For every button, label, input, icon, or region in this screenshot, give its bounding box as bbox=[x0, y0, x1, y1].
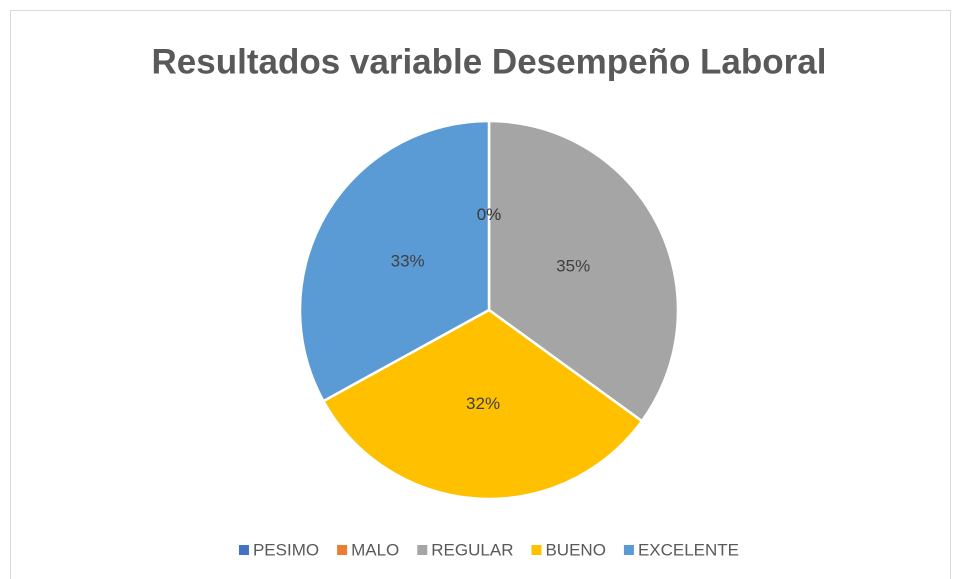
legend-swatch bbox=[623, 545, 634, 555]
legend-swatch bbox=[337, 545, 348, 555]
data-label: 0% bbox=[477, 205, 502, 224]
legend-label: EXCELENTE bbox=[638, 540, 739, 559]
data-label: 35% bbox=[556, 257, 590, 276]
legend-swatch bbox=[531, 545, 542, 555]
data-label: 0% bbox=[477, 205, 502, 224]
pie-slice bbox=[298, 119, 491, 403]
legend-label: MALO bbox=[351, 540, 399, 559]
legend-label: REGULAR bbox=[431, 540, 513, 559]
data-label: 33% bbox=[391, 251, 425, 270]
legend-swatch bbox=[238, 545, 249, 555]
chart-title: Resultados variable Desempeño Laboral bbox=[152, 42, 827, 81]
pie-slice bbox=[321, 308, 644, 501]
legend-label: BUENO bbox=[545, 540, 605, 559]
legend-swatch bbox=[417, 545, 428, 555]
data-label: 32% bbox=[466, 394, 500, 413]
legend-label: PESIMO bbox=[253, 540, 319, 559]
pie-slice bbox=[487, 119, 680, 423]
